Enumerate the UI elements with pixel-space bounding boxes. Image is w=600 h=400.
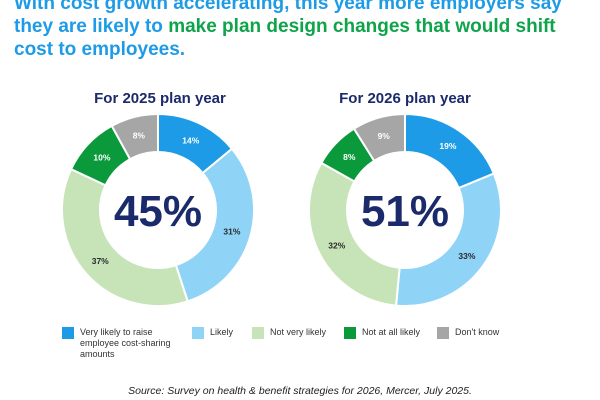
slice-2026-dont-know	[352, 112, 406, 163]
legend-label-very-likely-line-1: Very likely to raise	[80, 327, 153, 337]
legend-swatch-dont-know	[437, 327, 449, 339]
slice-label-2025-dont-know: 8%	[133, 130, 146, 140]
legend-item-dont-know: Don't know	[437, 327, 499, 339]
chart-title-2026: For 2026 plan year	[339, 90, 471, 107]
legend-item-very-likely: Very likely to raise employee cost-shari…	[62, 327, 171, 360]
headline-line-1: With cost growth accelerating, this year…	[14, 0, 562, 14]
legend-label-likely: Likely	[210, 327, 234, 337]
chart-title-2025: For 2025 plan year	[94, 90, 226, 107]
legend-swatch-very-likely	[62, 327, 74, 339]
headline-line-2-part-1: they are likely to	[14, 16, 169, 37]
headline: With cost growth accelerating, this year…	[14, 0, 594, 61]
slice-label-2026-dont-know: 9%	[378, 131, 391, 141]
headline-line-2: they are likely to make plan design chan…	[14, 15, 594, 38]
slice-2025-not-very-likely	[61, 167, 189, 307]
legend-swatch-likely	[192, 327, 204, 339]
slice-2025-dont-know	[110, 112, 159, 161]
legend-label-not-at-all-likely: Not at all likely	[362, 327, 421, 337]
slice-label-2025-not-very-likely: 37%	[92, 256, 109, 266]
legend-label-dont-know: Don't know	[455, 327, 500, 337]
source-note: Source: Survey on health & benefit strat…	[128, 385, 472, 397]
slice-label-2026-not-at-all-likely: 8%	[343, 152, 356, 162]
legend-label-not-very-likely: Not very likely	[270, 327, 327, 337]
headline-line-3: cost to employees.	[14, 39, 186, 60]
slice-2025-likely	[174, 147, 255, 303]
legend-item-not-at-all-likely: Not at all likely	[344, 327, 420, 339]
slice-label-2026-likely: 33%	[458, 251, 475, 261]
slice-2026-not-very-likely	[308, 161, 401, 307]
slice-label-2025-not-at-all-likely: 10%	[93, 152, 110, 162]
slice-label-2025-likely: 31%	[223, 226, 240, 236]
legend-item-not-very-likely: Not very likely	[252, 327, 326, 339]
slice-label-2026-very-likely: 19%	[439, 141, 456, 151]
legend-item-likely: Likely	[192, 327, 233, 339]
slice-label-2026-not-very-likely: 32%	[328, 241, 345, 251]
legend: Very likely to raise employee cost-shari…	[62, 327, 582, 367]
legend-label-very-likely-line-2: employee cost-sharing	[80, 338, 171, 348]
center-label-2026: 51%	[361, 187, 449, 236]
center-label-2025: 45%	[114, 187, 202, 236]
legend-label-very-likely-line-3: amounts	[80, 349, 115, 359]
headline-line-2-part-2: make plan design changes that would shif…	[168, 16, 556, 37]
legend-swatch-not-very-likely	[252, 327, 264, 339]
slice-2026-likely	[394, 172, 502, 307]
legend-swatch-not-at-all-likely	[344, 327, 356, 339]
slice-label-2025-very-likely: 14%	[182, 135, 199, 145]
legend-label-very-likely: Very likely to raise employee cost-shari…	[80, 327, 171, 360]
